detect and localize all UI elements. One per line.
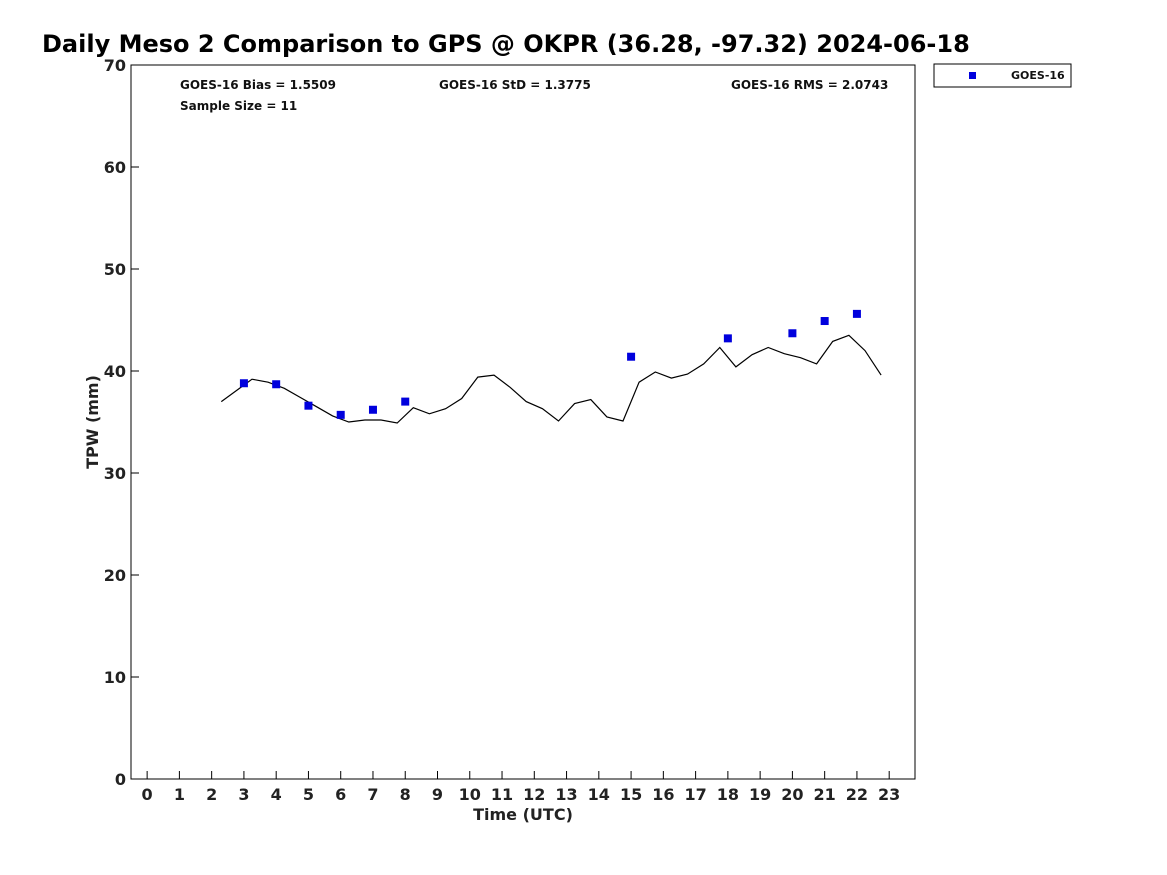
goes-16-point — [788, 329, 797, 338]
legend-entry-goes-16: GOES-16 — [1011, 69, 1065, 82]
x-tick-label: 13 — [555, 785, 577, 804]
y-tick-label: 60 — [104, 158, 126, 177]
y-tick-label: 0 — [115, 770, 126, 789]
series-layer — [220, 309, 882, 424]
y-axis-label: TPW (mm) — [83, 375, 102, 469]
legend-marker — [969, 72, 976, 79]
x-tick-label: 5 — [303, 785, 314, 804]
goes-16-point — [304, 401, 313, 410]
std-stat: GOES-16 StD = 1.3775 — [439, 78, 591, 92]
x-tick-label: 23 — [878, 785, 900, 804]
chart-title: Daily Meso 2 Comparison to GPS @ OKPR (3… — [42, 30, 970, 58]
y-tick-label: 30 — [104, 464, 126, 483]
y-axis: 0 10 20 30 40 50 60 70 — [104, 56, 139, 789]
y-tick-label: 10 — [104, 668, 126, 687]
x-tick-label: 22 — [846, 785, 868, 804]
legend: GOES-16 — [933, 63, 1072, 88]
goes-16-point — [723, 334, 732, 343]
y-tick-label: 70 — [104, 56, 126, 75]
y-tick-label: 50 — [104, 260, 126, 279]
goes-16-point — [852, 309, 861, 318]
x-tick-label: 15 — [620, 785, 642, 804]
y-tick-label: 40 — [104, 362, 126, 381]
gps-tpw-line — [220, 334, 882, 424]
goes-16-point — [368, 405, 377, 414]
x-axis-label: Time (UTC) — [473, 805, 573, 824]
goes-16-point — [627, 352, 636, 361]
goes-16-point — [336, 410, 345, 419]
rms-stat: GOES-16 RMS = 2.0743 — [731, 78, 888, 92]
goes-16-point — [401, 397, 410, 406]
x-tick-label: 2 — [206, 785, 217, 804]
bias-stat: GOES-16 Bias = 1.5509 — [180, 78, 336, 92]
sample-size-stat: Sample Size = 11 — [180, 99, 297, 113]
goes-16-point — [239, 379, 248, 388]
x-tick-label: 1 — [174, 785, 185, 804]
x-tick-label: 9 — [432, 785, 443, 804]
x-tick-label: 14 — [588, 785, 610, 804]
x-tick-label: 18 — [717, 785, 739, 804]
x-tick-label: 12 — [523, 785, 545, 804]
goes-16-point — [820, 317, 829, 326]
plot-area — [130, 64, 916, 780]
x-tick-label: 11 — [491, 785, 513, 804]
x-tick-label: 16 — [652, 785, 674, 804]
x-tick-label: 21 — [814, 785, 836, 804]
x-tick-label: 4 — [271, 785, 282, 804]
x-tick-label: 19 — [749, 785, 771, 804]
x-tick-label: 8 — [400, 785, 411, 804]
x-tick-label: 0 — [142, 785, 153, 804]
x-tick-label: 7 — [367, 785, 378, 804]
goes-16-point — [272, 380, 281, 389]
x-tick-label: 20 — [781, 785, 803, 804]
x-tick-label: 10 — [459, 785, 481, 804]
x-tick-label: 6 — [335, 785, 346, 804]
x-tick-label: 3 — [238, 785, 249, 804]
legend-box — [933, 63, 1072, 88]
x-tick-label: 17 — [684, 785, 706, 804]
y-tick-label: 20 — [104, 566, 126, 585]
x-axis: 0 1 2 3 4 5 6 7 8 9 10 11 12 13 14 15 16 17 18 19 20 21 22 23 — [142, 771, 900, 804]
